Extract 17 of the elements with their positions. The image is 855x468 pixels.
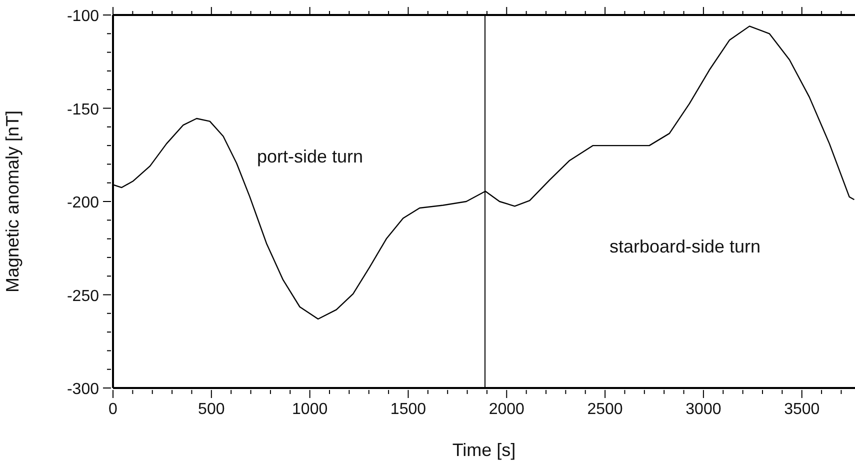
annotation: port-side turn [256, 146, 364, 168]
y-tick-label: -300 [66, 381, 100, 398]
x-tick-label: 0 [108, 401, 118, 418]
x-tick-label: 3000 [686, 401, 722, 418]
x-tick-label: 2500 [587, 401, 623, 418]
x-axis-title: Time [s] [452, 440, 516, 460]
x-tick-label: 3500 [784, 401, 820, 418]
x-tick-label: 500 [198, 401, 225, 418]
y-tick-label: -150 [66, 101, 100, 118]
x-tick-label: 1500 [390, 401, 426, 418]
y-tick-label: -200 [66, 194, 100, 212]
x-tick-label: 2000 [488, 401, 525, 418]
x-tick-label: 1000 [292, 401, 328, 418]
annotation: starboard-side turn [609, 236, 761, 258]
y-tick-label: -250 [66, 288, 100, 305]
y-axis-title: Magnetic anomaly [nT] [2, 110, 22, 293]
y-tick-label: -100 [66, 8, 100, 25]
